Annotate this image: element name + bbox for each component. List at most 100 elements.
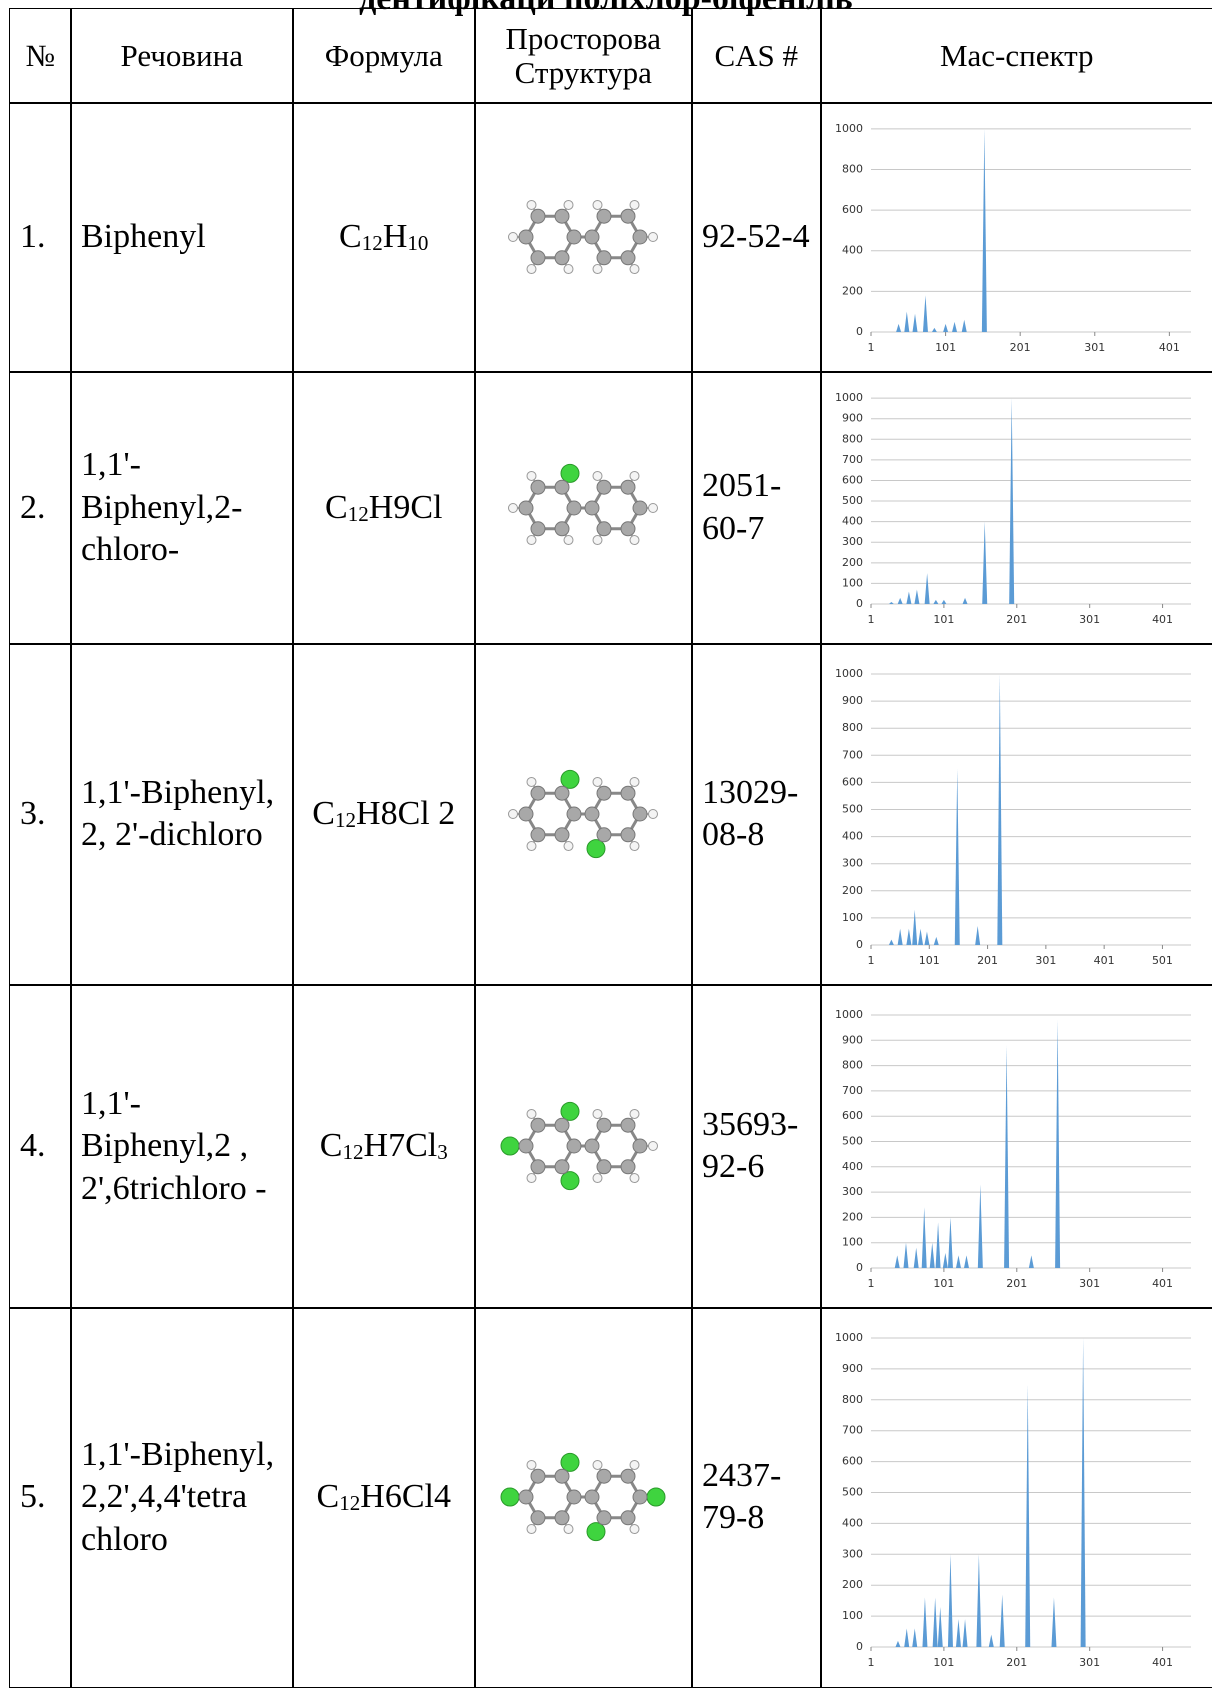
carbon-atom	[597, 522, 611, 536]
hydrogen-atom	[527, 535, 536, 544]
y-tick-label: 200	[842, 1210, 863, 1223]
carbon-atom	[621, 1160, 635, 1174]
formula-part: H	[383, 218, 408, 255]
spectrum-peak	[906, 591, 911, 603]
carbon-atom	[597, 1118, 611, 1132]
hydrogen-atom	[593, 535, 602, 544]
carbon-atom	[597, 828, 611, 842]
carbon-atom	[585, 230, 599, 244]
spectrum-peak	[978, 1184, 983, 1267]
x-tick-label: 201	[1010, 341, 1031, 354]
carbon-atom	[585, 1139, 599, 1153]
y-tick-label: 1000	[835, 1008, 863, 1021]
x-tick-label: 1	[868, 1277, 875, 1290]
formula-cell: C12H7Cl3	[292, 984, 476, 1309]
spectrum-peak	[989, 1634, 994, 1646]
chlorine-atom	[587, 840, 605, 858]
formula-part: H8Cl 2	[356, 795, 455, 832]
y-tick-label: 100	[842, 1609, 863, 1622]
x-tick-label: 201	[977, 954, 998, 967]
formula: C12H9Cl	[325, 487, 442, 530]
y-tick-label: 300	[842, 535, 863, 548]
substance-name: 1,1'-Biphenyl,2-chloro-	[81, 444, 283, 572]
y-tick-label: 300	[842, 856, 863, 869]
hydrogen-atom	[630, 471, 639, 480]
carbon-atom	[555, 209, 569, 223]
carbon-atom	[633, 230, 647, 244]
hydrogen-atom	[564, 265, 573, 274]
carbon-atom	[555, 1469, 569, 1483]
spectrum-peak	[941, 600, 946, 604]
formula-cell: C12H6Cl4	[292, 1307, 476, 1688]
y-tick-label: 400	[842, 243, 863, 256]
carbon-atom	[519, 1490, 533, 1504]
spectrum-peak	[914, 589, 919, 603]
chlorine-atom	[561, 464, 579, 482]
substance-cell: Biphenyl	[70, 102, 294, 373]
y-tick-label: 800	[842, 162, 863, 175]
hydrogen-atom	[630, 201, 639, 210]
spectrum-peak	[925, 573, 930, 604]
formula-part: 10	[407, 231, 428, 255]
carbon-atom	[531, 522, 545, 536]
carbon-atom	[621, 480, 635, 494]
hydrogen-atom	[527, 778, 536, 787]
spectrum-peak	[896, 324, 901, 332]
header-cell: Формула	[292, 8, 476, 104]
y-tick-label: 800	[842, 1058, 863, 1071]
substance-cell: 1,1'-Biphenyl,2 , 2',6trichloro -	[70, 984, 294, 1309]
x-tick-label: 1	[868, 1656, 875, 1669]
formula-part: C	[325, 489, 348, 526]
spectrum-peak	[956, 1255, 961, 1268]
formula-part: 12	[348, 502, 369, 526]
y-tick-label: 400	[842, 1160, 863, 1173]
formula-part: 3	[437, 1140, 448, 1164]
carbon-atom	[567, 807, 581, 821]
spectrum-peak	[964, 1255, 969, 1268]
carbon-atom	[567, 1139, 581, 1153]
spectrum-peak	[932, 328, 937, 332]
x-tick-label: 401	[1094, 954, 1115, 967]
y-tick-label: 400	[842, 1516, 863, 1529]
hydrogen-atom	[527, 471, 536, 480]
spectrum-peak	[982, 129, 987, 332]
x-tick-label: 101	[935, 341, 956, 354]
spectrum-cell: 0100200300400500600700800900100011012013…	[820, 1307, 1212, 1688]
cas-cell: 92-52-4	[691, 102, 822, 373]
hydrogen-atom	[564, 842, 573, 851]
hydrogen-atom	[649, 810, 658, 819]
y-tick-label: 900	[842, 1362, 863, 1375]
structure-cell	[474, 984, 693, 1309]
hydrogen-atom	[509, 503, 518, 512]
carbon-atom	[555, 1160, 569, 1174]
spectrum-peak	[914, 1248, 919, 1268]
spectrum-chart: 0100200300400500600700800900100011012013…	[821, 987, 1209, 1306]
hydrogen-atom	[649, 503, 658, 512]
y-tick-label: 1000	[835, 1331, 863, 1344]
number-cell: 4.	[9, 984, 72, 1309]
hydrogen-atom	[527, 265, 536, 274]
spectrum-peak	[956, 1619, 961, 1647]
carbon-atom	[597, 1511, 611, 1525]
molecule	[498, 172, 668, 302]
spectrum-peak	[895, 1255, 900, 1268]
hydrogen-atom	[564, 535, 573, 544]
carbon-atom	[567, 501, 581, 515]
carbon-atom	[597, 1160, 611, 1174]
spectrum-peak	[1029, 1255, 1034, 1268]
hydrogen-atom	[527, 1525, 536, 1534]
hydrogen-atom	[593, 201, 602, 210]
spectrum-peak	[923, 295, 928, 332]
header-cell: Речовина	[70, 8, 294, 104]
spectrum-peak	[904, 1628, 909, 1647]
x-tick-label: 1	[868, 341, 875, 354]
x-tick-label: 401	[1152, 1277, 1173, 1290]
carbon-atom	[555, 828, 569, 842]
carbon-atom	[519, 230, 533, 244]
y-tick-label: 200	[842, 1578, 863, 1591]
spectrum-peak	[918, 928, 923, 944]
carbon-atom	[519, 807, 533, 821]
cas-number: 35693-92-6	[702, 1104, 811, 1189]
carbon-atom	[621, 522, 635, 536]
